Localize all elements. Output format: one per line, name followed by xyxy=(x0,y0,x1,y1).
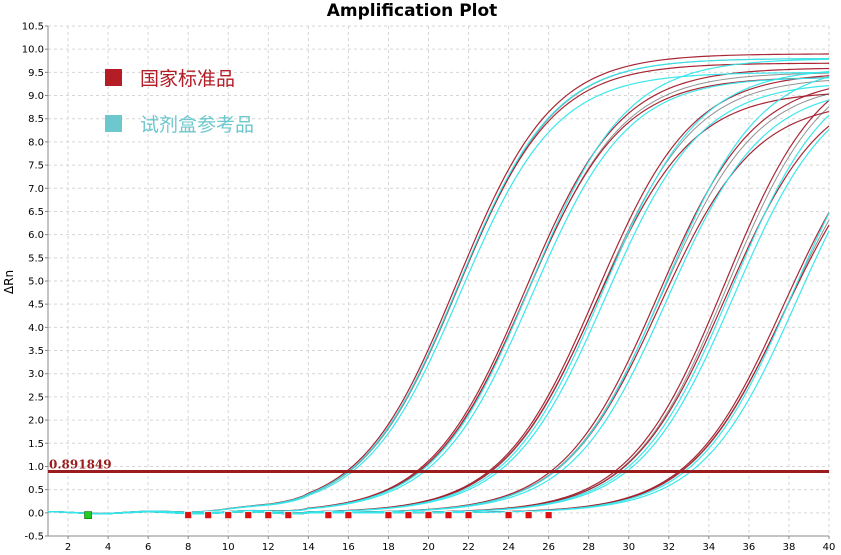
red-marker xyxy=(204,511,213,520)
red-marker xyxy=(384,511,393,520)
x-tick-label: 18 xyxy=(382,542,395,553)
x-tick-label: 16 xyxy=(342,542,355,553)
red-marker xyxy=(544,511,553,520)
y-tick-label: 1.0 xyxy=(28,462,44,473)
red-marker xyxy=(284,511,293,520)
y-tick-label: 3.5 xyxy=(28,346,44,357)
y-tick-label: 9.5 xyxy=(28,68,44,79)
red-marker xyxy=(404,511,413,520)
red-marker xyxy=(504,511,513,520)
y-tick-label: 2.0 xyxy=(28,416,44,427)
threshold-layer: 0.891849 xyxy=(48,457,829,473)
y-tick-label: -0.5 xyxy=(24,532,44,543)
x-tick-label: 14 xyxy=(302,542,315,553)
y-tick-label: 2.5 xyxy=(28,392,44,403)
red-marker xyxy=(444,511,453,520)
y-tick-label: 4.5 xyxy=(28,300,44,311)
x-tick-label: 36 xyxy=(743,542,756,553)
y-tick-label: 1.5 xyxy=(28,439,44,450)
x-tick-label: 38 xyxy=(783,542,796,553)
y-tick-label: 10.5 xyxy=(22,22,44,33)
x-tick-label: 32 xyxy=(662,542,675,553)
x-tick-label: 24 xyxy=(502,542,515,553)
legend-label: 国家标准品 xyxy=(140,68,235,90)
axes-layer: -0.5 0.0 0.5 1.0 1.5 2.0 2.5 3.0 3.5 4.0 4.5 5.0 5.5… xyxy=(22,22,836,554)
red-marker xyxy=(224,511,233,520)
red-marker xyxy=(184,511,193,520)
y-tick-label: 8.5 xyxy=(28,114,44,125)
red-marker xyxy=(244,511,253,520)
x-tick-label: 26 xyxy=(542,542,555,553)
y-axis-label: ΔRn xyxy=(2,270,16,294)
x-tick-label: 6 xyxy=(145,542,151,553)
red-marker xyxy=(524,511,533,520)
legend-swatch xyxy=(105,115,122,132)
series-kit xyxy=(47,58,830,515)
red-marker xyxy=(344,511,353,520)
threshold-label: 0.891849 xyxy=(49,457,112,471)
y-tick-label: 0.0 xyxy=(28,508,44,519)
x-tick-label: 40 xyxy=(823,542,836,553)
kit-curve xyxy=(47,71,830,515)
x-tick-label: 10 xyxy=(222,542,235,553)
green-marker xyxy=(84,511,92,519)
y-tick-label: 5.0 xyxy=(28,277,44,288)
x-tick-label: 34 xyxy=(702,542,715,553)
y-tick-label: 7.0 xyxy=(28,184,44,195)
legend-item: 国家标准品 xyxy=(105,68,235,90)
red-marker xyxy=(324,511,333,520)
red-marker xyxy=(264,511,273,520)
y-tick-label: 4.0 xyxy=(28,323,44,334)
x-tick-label: 2 xyxy=(65,542,71,553)
y-tick-label: 6.0 xyxy=(28,230,44,241)
y-tick-label: 3.0 xyxy=(28,369,44,380)
curves-layer xyxy=(47,53,830,515)
y-tick-label: 8.0 xyxy=(28,137,44,148)
x-tick-label: 4 xyxy=(105,542,111,553)
legend-swatch xyxy=(105,69,122,86)
red-marker xyxy=(464,511,473,520)
x-tick-label: 20 xyxy=(422,542,435,553)
x-tick-label: 28 xyxy=(582,542,595,553)
red-marker xyxy=(424,511,433,520)
y-tick-label: 7.5 xyxy=(28,161,44,172)
x-tick-label: 22 xyxy=(462,542,475,553)
x-tick-label: 12 xyxy=(262,542,275,553)
y-tick-label: 6.5 xyxy=(28,207,44,218)
y-tick-label: 9.0 xyxy=(28,91,44,102)
legend-item: 试剂盒参考品 xyxy=(105,114,254,136)
kit-curve xyxy=(47,230,830,515)
x-tick-label: 8 xyxy=(185,542,191,553)
y-tick-label: 5.5 xyxy=(28,253,44,264)
x-tick-label: 30 xyxy=(622,542,635,553)
y-tick-label: 0.5 xyxy=(28,485,44,496)
y-tick-label: 10.0 xyxy=(22,45,44,56)
legend-label: 试剂盒参考品 xyxy=(140,114,254,136)
markers-layer xyxy=(84,511,553,520)
chart-title: Amplification Plot xyxy=(327,1,498,21)
